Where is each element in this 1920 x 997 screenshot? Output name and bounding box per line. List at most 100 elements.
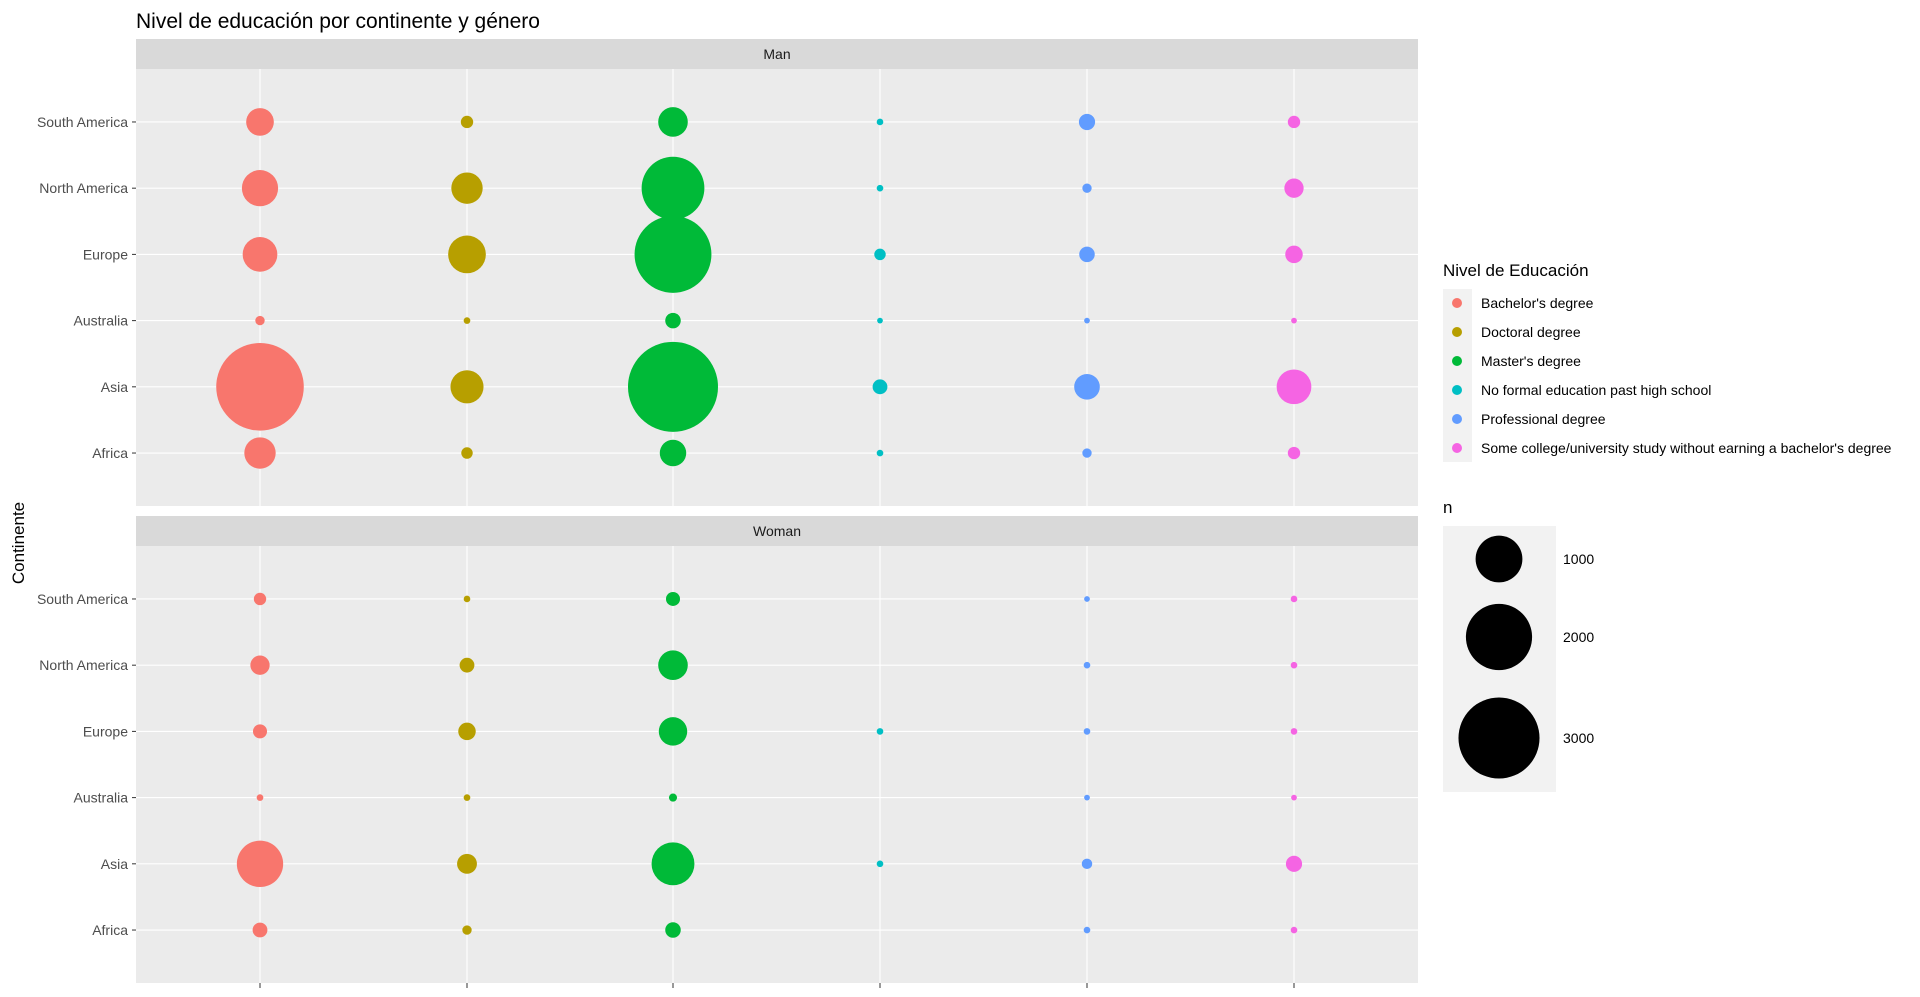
size-legend-key-3000 [1458,697,1540,779]
size-legend-label-3000: 3000 [1563,730,1594,746]
point-man-asia-no-formal-education-past-high-school [872,379,888,395]
point-man-europe-master-s-degree [634,215,712,293]
point-man-north-america-bachelor-s-degree [241,170,279,207]
point-woman-asia-master-s-degree [651,842,695,886]
point-woman-africa-doctoral-degree [462,925,472,935]
legend-key-professional-degree [1452,414,1462,424]
point-man-europe-doctoral-degree [448,235,486,274]
point-woman-africa-master-s-degree [665,922,681,938]
point-woman-australia-bachelor-s-degree [256,794,264,801]
size-legend-key-1000 [1475,535,1523,583]
point-man-africa-bachelor-s-degree [244,437,276,469]
y-tick-label-man-australia: Australia [74,313,129,329]
panel-background-man [136,69,1418,506]
legend-label-professional-degree: Professional degree [1481,411,1606,427]
point-man-asia-doctoral-degree [450,370,484,404]
legend-label-bachelor-s-degree: Bachelor's degree [1481,295,1594,311]
point-woman-north-america-master-s-degree [658,650,688,680]
point-man-north-america-some-college-university-study-without-ea [1284,178,1304,198]
legend-label-no-formal-education-past-high-school: No formal education past high school [1481,382,1711,398]
point-man-australia-some-college-university-study-without-ea [1291,317,1297,324]
legend-label-doctoral-degree: Doctoral degree [1481,324,1581,340]
point-woman-asia-doctoral-degree [457,853,477,874]
facet-strip-man [136,39,1418,69]
point-woman-asia-some-college-university-study-without-ea [1285,855,1303,872]
point-woman-europe-no-formal-education-past-high-school [876,728,884,735]
point-man-south-america-no-formal-education-past-high-school [876,118,884,126]
point-woman-north-america-some-college-university-study-without-ea [1290,661,1298,669]
size-legend-label-1000: 1000 [1563,551,1594,567]
legend-key-some-college-university-study-without-ea [1452,443,1462,453]
point-woman-south-america-professional-degree [1084,596,1090,602]
point-man-africa-doctoral-degree [461,447,473,459]
y-tick-label-woman-asia: Asia [101,856,128,872]
facet-label-man: Man [763,46,790,62]
y-tick-label-woman-africa: Africa [92,922,128,938]
legend-key-doctoral-degree [1452,327,1462,337]
legend-label-master-s-degree: Master's degree [1481,353,1581,369]
point-man-europe-some-college-university-study-without-ea [1285,245,1303,264]
point-man-north-america-no-formal-education-past-high-school [876,184,884,192]
point-man-asia-master-s-degree [628,341,718,432]
point-man-south-america-professional-degree [1078,113,1096,131]
point-man-north-america-professional-degree [1082,183,1092,193]
point-woman-australia-professional-degree [1084,794,1090,801]
point-woman-europe-master-s-degree [658,717,688,746]
legend-key-master-s-degree [1452,356,1462,366]
point-man-asia-professional-degree [1074,374,1100,400]
legend-key-no-formal-education-past-high-school [1452,385,1462,395]
point-woman-africa-professional-degree [1083,926,1091,934]
point-woman-asia-professional-degree [1081,858,1093,870]
point-woman-europe-professional-degree [1083,728,1091,735]
point-man-south-america-doctoral-degree [460,115,474,129]
point-man-africa-professional-degree [1082,448,1092,458]
point-woman-south-america-master-s-degree [665,591,681,606]
point-woman-asia-bachelor-s-degree [236,840,284,887]
chart-title: Nivel de educación por continente y géne… [136,10,540,33]
point-man-asia-bachelor-s-degree [216,343,304,431]
point-woman-asia-no-formal-education-past-high-school [876,860,884,868]
legend-key-bachelor-s-degree [1452,298,1462,308]
point-woman-africa-some-college-university-study-without-ea [1290,926,1298,934]
point-woman-australia-master-s-degree [668,793,678,802]
point-man-north-america-master-s-degree [641,156,705,220]
point-man-australia-professional-degree [1084,317,1090,324]
point-man-africa-some-college-university-study-without-ea [1287,446,1301,460]
point-man-australia-doctoral-degree [463,317,471,324]
color-legend-keys-background [1443,289,1472,462]
point-woman-europe-bachelor-s-degree [252,724,268,739]
point-man-australia-no-formal-education-past-high-school [877,317,883,324]
point-man-europe-no-formal-education-past-high-school [874,248,886,261]
y-tick-label-man-north-america: North America [39,180,128,196]
y-tick-label-man-south-america: South America [37,114,128,130]
point-man-asia-some-college-university-study-without-ea [1276,369,1312,405]
size-legend-key-2000 [1465,603,1533,671]
y-tick-label-woman-australia: Australia [74,790,129,806]
point-man-south-america-bachelor-s-degree [246,108,274,136]
y-tick-label-woman-north-america: North America [39,657,128,673]
facet-strip-woman [136,516,1418,546]
point-man-africa-master-s-degree [659,439,687,467]
point-man-africa-no-formal-education-past-high-school [876,449,884,457]
point-woman-australia-doctoral-degree [463,794,471,801]
point-woman-north-america-professional-degree [1083,661,1091,669]
color-legend-title: Nivel de Educación [1443,261,1589,280]
legend-label-some-college-university-study-without-ea: Some college/university study without ea… [1481,440,1892,456]
panel-background-woman [136,546,1418,983]
point-man-europe-bachelor-s-degree [242,237,278,272]
y-tick-label-man-europe: Europe [83,246,128,262]
point-woman-south-america-some-college-university-study-without-ea [1290,595,1298,603]
point-man-australia-bachelor-s-degree [255,315,265,326]
point-woman-south-america-doctoral-degree [463,595,471,603]
point-woman-africa-bachelor-s-degree [252,922,268,938]
y-tick-label-woman-south-america: South America [37,591,128,607]
size-legend-label-2000: 2000 [1563,629,1594,645]
size-legend-title: n [1443,498,1452,517]
y-tick-label-man-asia: Asia [101,379,128,395]
y-tick-label-woman-europe: Europe [83,723,128,739]
point-man-australia-master-s-degree [665,312,681,329]
point-woman-north-america-bachelor-s-degree [250,655,270,675]
point-woman-europe-some-college-university-study-without-ea [1290,728,1298,735]
